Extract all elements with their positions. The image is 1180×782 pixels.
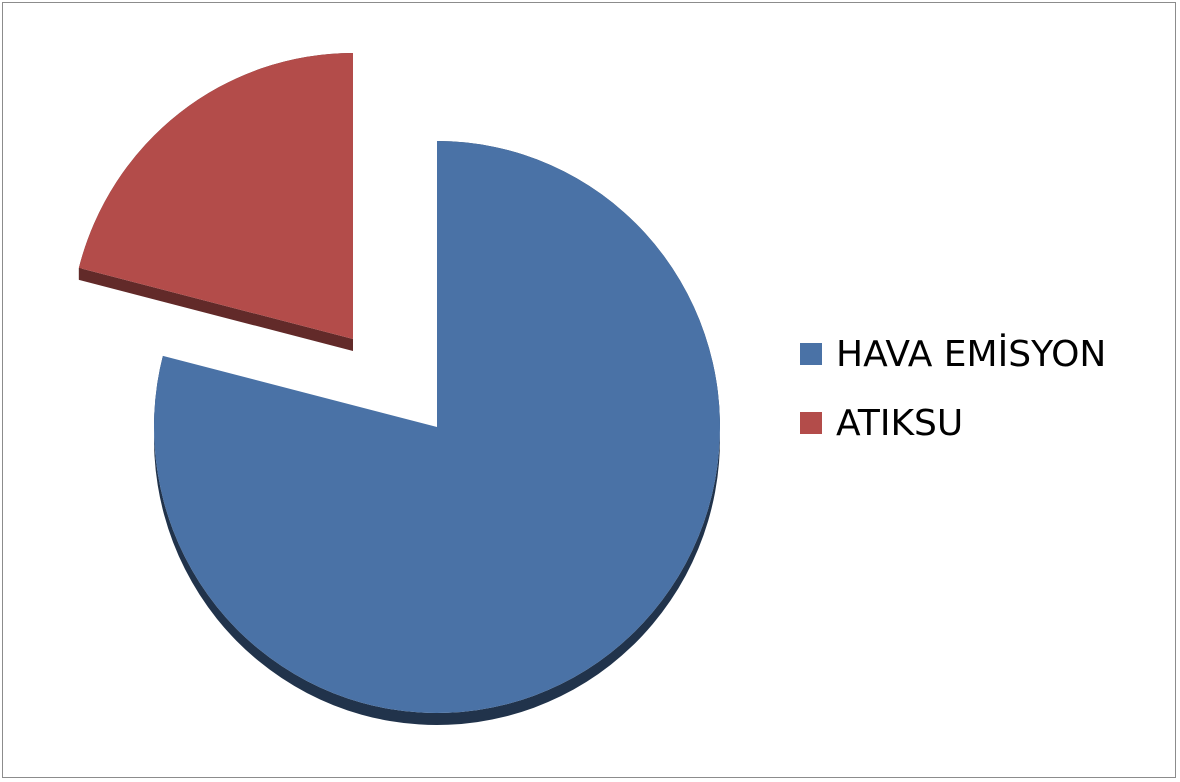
chart-legend: HAVA EMİSYON ATIKSU xyxy=(800,330,1106,468)
pie-slice-wall-atiksu xyxy=(78,267,354,351)
legend-item-atiksu: ATIKSU xyxy=(800,399,1106,447)
legend-label-hava-emisyon: HAVA EMİSYON xyxy=(836,333,1107,375)
legend-swatch-atiksu xyxy=(800,412,822,434)
pie-slice-hava-emi-syon xyxy=(154,141,721,713)
pie-slice-atiksu xyxy=(78,53,354,339)
legend-item-hava-emisyon: HAVA EMİSYON xyxy=(800,330,1106,378)
legend-label-atiksu: ATIKSU xyxy=(836,402,964,444)
legend-swatch-hava-emisyon xyxy=(800,343,822,365)
